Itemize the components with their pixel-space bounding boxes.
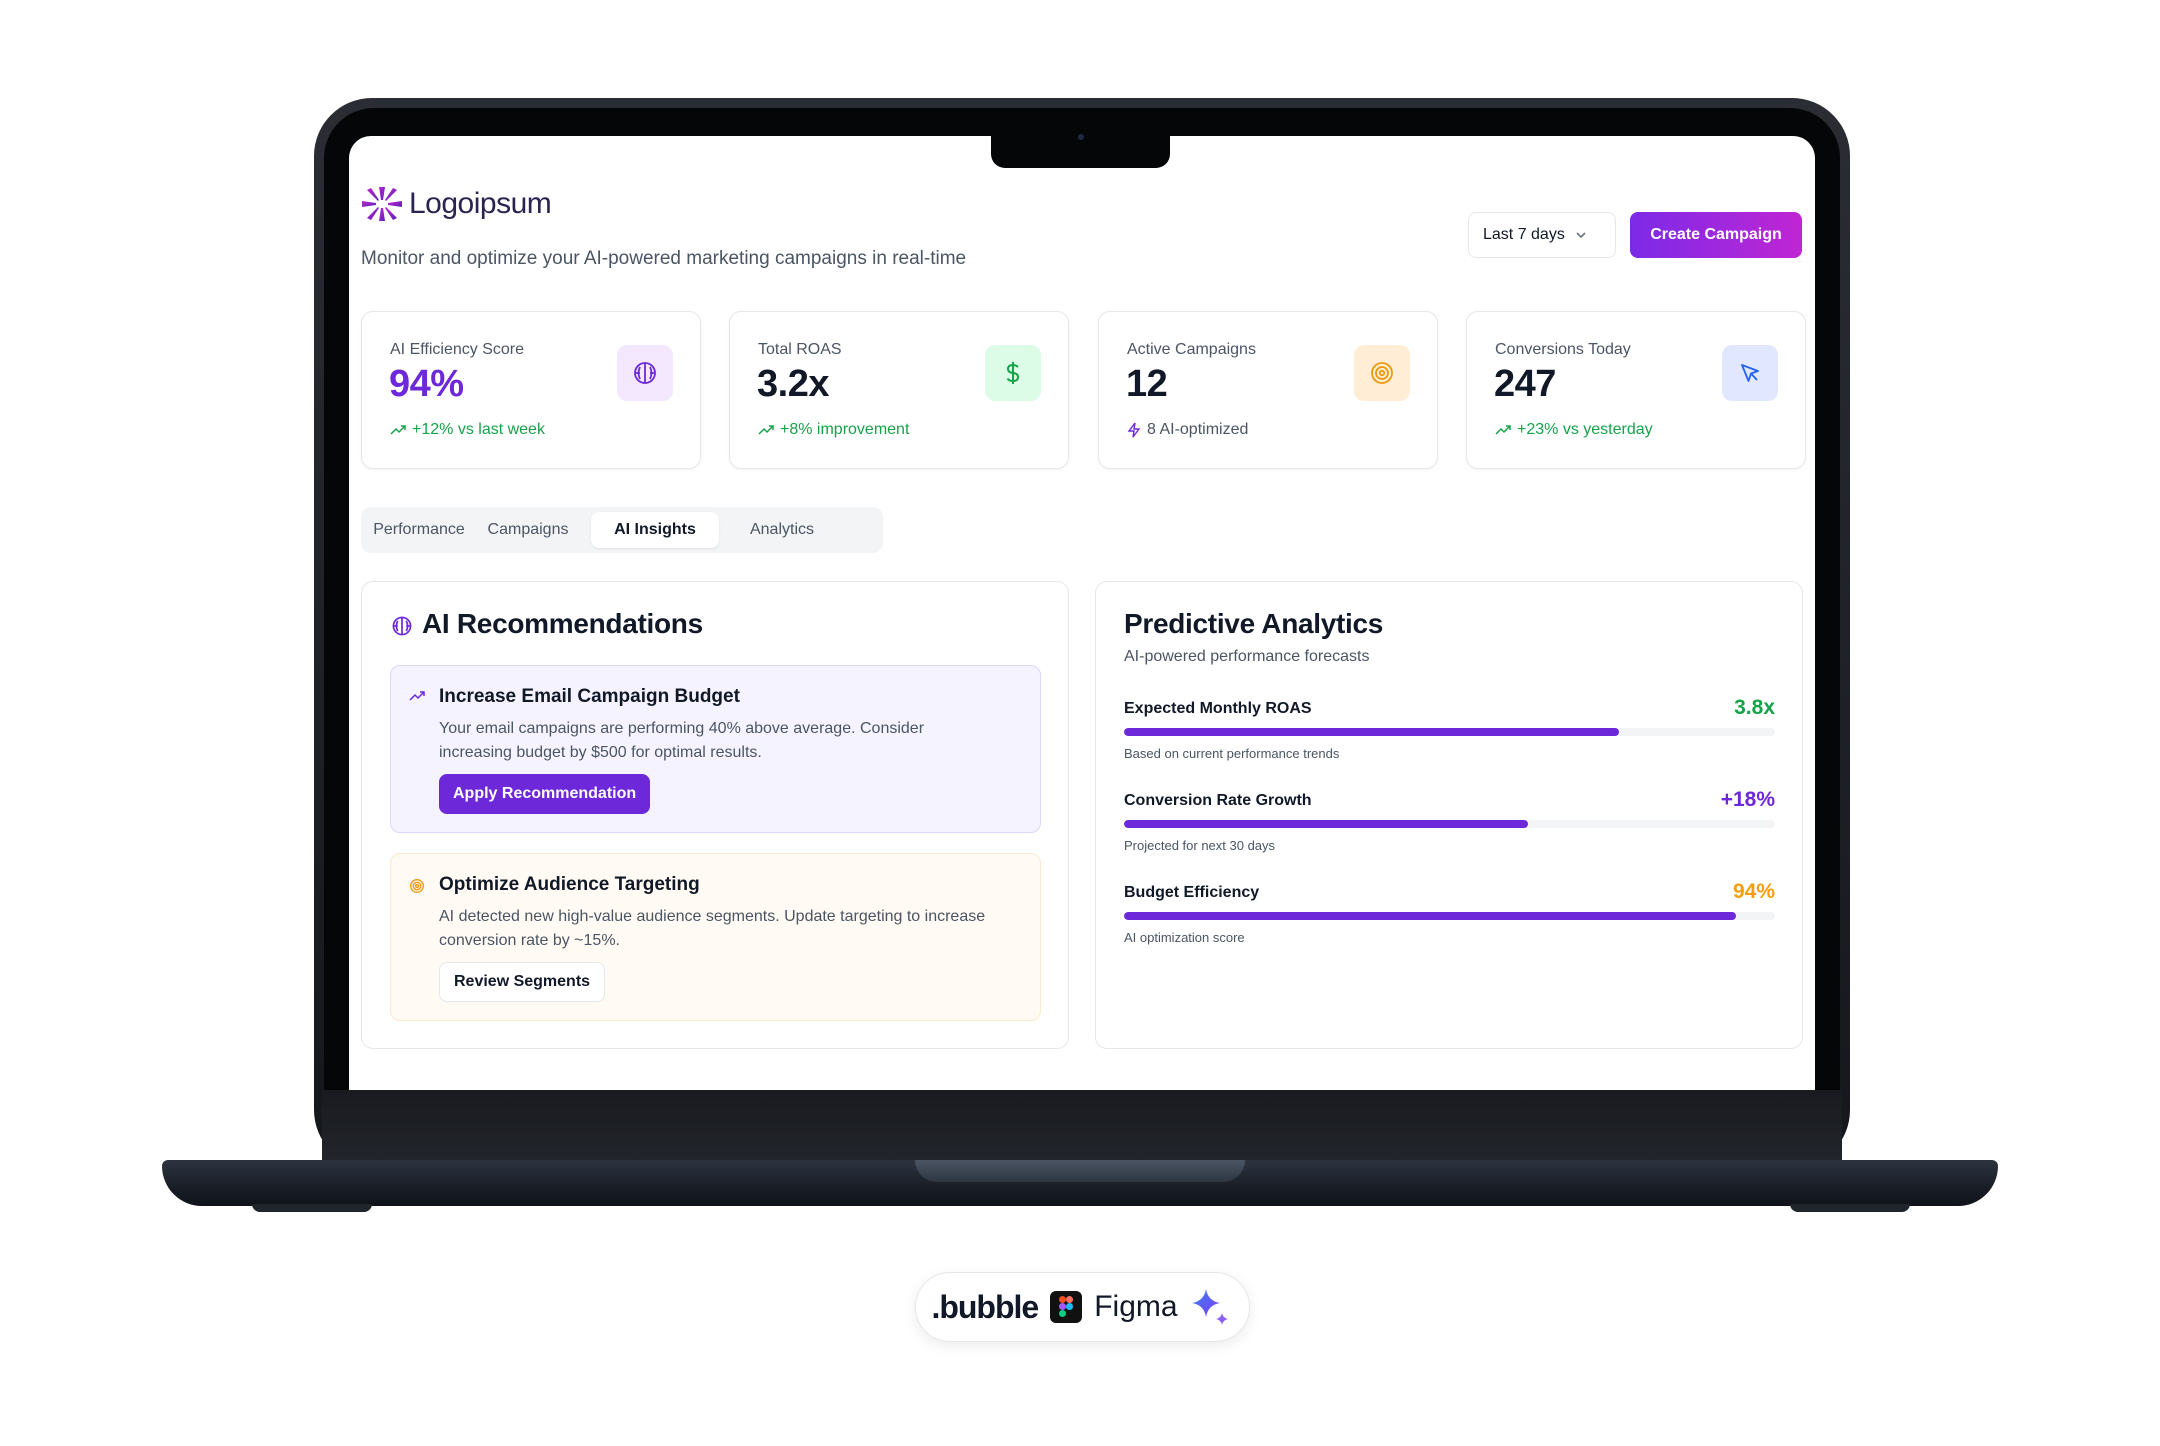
tab-performance[interactable]: Performance: [373, 521, 465, 538]
metric-note: Projected for next 30 days: [1124, 838, 1276, 853]
stat-note: 8 AI-optimized: [1127, 421, 1248, 439]
target-icon: [1354, 345, 1410, 401]
trending-up-icon: [1495, 425, 1511, 435]
figma-icon: [1050, 1291, 1083, 1323]
tab-campaigns[interactable]: Campaigns: [487, 521, 569, 538]
page-subtitle: Monitor and optimize your AI-powered mar…: [361, 248, 967, 269]
figma-label: Figma: [1094, 1290, 1178, 1323]
metric-name: Expected Monthly ROAS: [1124, 700, 1312, 717]
metric-note: Based on current performance trends: [1124, 746, 1340, 761]
ai-recommendations-panel: AI Recommendations Increase Email Campai…: [361, 581, 1069, 1049]
panel-title: AI Recommendations: [422, 608, 703, 639]
recommendation-description: AI detected new high-value audience segm…: [439, 908, 986, 949]
trending-up-icon: [758, 425, 774, 435]
stat-card-ai-efficiency: AI Efficiency Score 94% +12% vs last wee…: [361, 311, 701, 469]
logo-mark-icon: [362, 187, 402, 221]
trending-up-icon: [390, 425, 406, 435]
recommendation-description: Your email campaigns are performing 40% …: [439, 720, 925, 761]
laptop-foot-right: [1790, 1204, 1910, 1212]
progress-fill: [1124, 820, 1528, 828]
recommendation-card: Increase Email Campaign Budget Your emai…: [390, 665, 1041, 833]
stat-value: 3.2x: [757, 363, 829, 405]
chevron-down-icon: [1576, 232, 1586, 239]
stat-value: 247: [1494, 363, 1556, 405]
stat-label: Conversions Today: [1495, 341, 1631, 358]
dollar-icon: [985, 345, 1041, 401]
camera-dot: [1078, 134, 1084, 140]
stat-label: Total ROAS: [758, 341, 842, 358]
target-icon: [410, 879, 424, 893]
predictive-analytics-panel: Predictive Analytics AI-powered performa…: [1095, 581, 1803, 1049]
recommendation-title: Optimize Audience Targeting: [439, 874, 700, 895]
metric-note: AI optimization score: [1124, 930, 1245, 945]
cursor-icon: [1722, 345, 1778, 401]
stat-value: 12: [1126, 363, 1168, 405]
metric-name: Budget Efficiency: [1124, 884, 1260, 901]
recommendation-title: Increase Email Campaign Budget: [439, 686, 740, 707]
metric-value: 94%: [1732, 880, 1775, 903]
progress-fill: [1124, 728, 1619, 736]
panel-title: Predictive Analytics: [1124, 608, 1384, 639]
sparkle-icon: [1191, 1289, 1228, 1325]
stat-card-active-campaigns: Active Campaigns 12 8 AI-optimized: [1098, 311, 1438, 469]
stat-note: +8% improvement: [758, 421, 909, 439]
tab-bar: Performance Campaigns AI Insights Analyt…: [361, 507, 883, 553]
stat-value: 94%: [389, 363, 464, 405]
metric-value: 3.8x: [1734, 696, 1775, 719]
stat-label: Active Campaigns: [1127, 341, 1256, 358]
laptop-foot-left: [252, 1204, 372, 1212]
metric-name: Conversion Rate Growth: [1124, 792, 1312, 809]
laptop-chin: [322, 1090, 1842, 1160]
tools-badge: .bubble Figma: [915, 1272, 1250, 1342]
review-segments-button[interactable]: Review Segments: [439, 962, 606, 1002]
camera-notch: [991, 136, 1170, 168]
recommendation-card: Optimize Audience Targeting AI detected …: [390, 853, 1041, 1021]
date-range-value: Last 7 days: [1483, 226, 1565, 243]
stat-note: +12% vs last week: [390, 421, 545, 439]
metric-value: +18%: [1720, 788, 1775, 811]
stat-card-total-roas: Total ROAS 3.2x +8% improvement: [729, 311, 1069, 469]
logo-text: Logoipsum: [409, 187, 552, 220]
tab-ai-insights[interactable]: AI Insights: [591, 512, 719, 548]
brain-icon: [617, 345, 673, 401]
progress-bar: [1124, 912, 1775, 920]
create-campaign-button[interactable]: Create Campaign: [1630, 212, 1802, 258]
apply-recommendation-button[interactable]: Apply Recommendation: [439, 774, 651, 814]
progress-fill: [1124, 912, 1736, 920]
progress-bar: [1124, 728, 1775, 736]
laptop-hinge: [915, 1160, 1245, 1182]
laptop-screen: Logoipsum Monitor and optimize your AI-p…: [349, 136, 1815, 1090]
progress-bar: [1124, 820, 1775, 828]
panel-subtitle: AI-powered performance forecasts: [1124, 648, 1370, 665]
stat-card-conversions-today: Conversions Today 247 +23% vs yesterday: [1466, 311, 1806, 469]
stat-note: +23% vs yesterday: [1495, 421, 1653, 439]
lightning-icon: [1127, 422, 1141, 438]
bubble-logo: .bubble: [931, 1288, 1039, 1325]
stat-label: AI Efficiency Score: [390, 341, 524, 358]
brand-logo[interactable]: Logoipsum: [361, 186, 552, 222]
brain-icon: [392, 616, 412, 636]
tab-analytics[interactable]: Analytics: [749, 521, 815, 538]
trending-up-icon: [409, 691, 425, 701]
date-range-select[interactable]: Last 7 days: [1468, 212, 1616, 258]
